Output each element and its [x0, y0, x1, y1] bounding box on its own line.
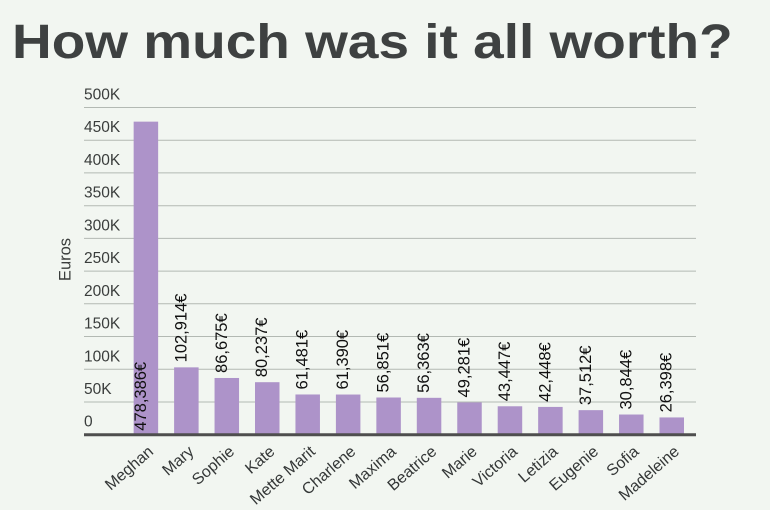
svg-text:26,398€: 26,398€: [658, 353, 676, 413]
svg-text:50K: 50K: [84, 381, 112, 398]
svg-text:56,363€: 56,363€: [415, 333, 433, 393]
svg-text:49,281€: 49,281€: [456, 338, 474, 398]
svg-text:61,481€: 61,481€: [294, 330, 312, 390]
svg-text:100K: 100K: [84, 348, 121, 365]
svg-text:350K: 350K: [84, 185, 121, 202]
svg-text:300K: 300K: [84, 217, 121, 234]
svg-text:80,237€: 80,237€: [253, 318, 271, 378]
svg-text:86,675€: 86,675€: [213, 313, 231, 373]
svg-text:56,851€: 56,851€: [375, 333, 393, 393]
svg-text:30,844€: 30,844€: [617, 350, 635, 410]
svg-text:200K: 200K: [84, 283, 121, 300]
svg-text:478,386€: 478,386€: [132, 362, 150, 431]
svg-text:Euros: Euros: [57, 238, 75, 281]
svg-text:450K: 450K: [84, 119, 121, 136]
svg-text:42,448€: 42,448€: [536, 342, 554, 402]
svg-text:500K: 500K: [84, 87, 121, 104]
svg-text:0: 0: [84, 414, 93, 431]
svg-text:Meghan: Meghan: [102, 443, 157, 494]
svg-text:250K: 250K: [84, 250, 121, 267]
svg-text:37,512€: 37,512€: [577, 345, 595, 405]
svg-text:150K: 150K: [84, 316, 121, 333]
svg-text:61,390€: 61,390€: [334, 330, 352, 390]
svg-text:Sophie: Sophie: [189, 443, 238, 489]
svg-text:102,914€: 102,914€: [172, 294, 190, 363]
svg-text:400K: 400K: [84, 152, 121, 169]
svg-text:43,447€: 43,447€: [496, 342, 514, 402]
svg-text:Victoria: Victoria: [470, 443, 521, 491]
